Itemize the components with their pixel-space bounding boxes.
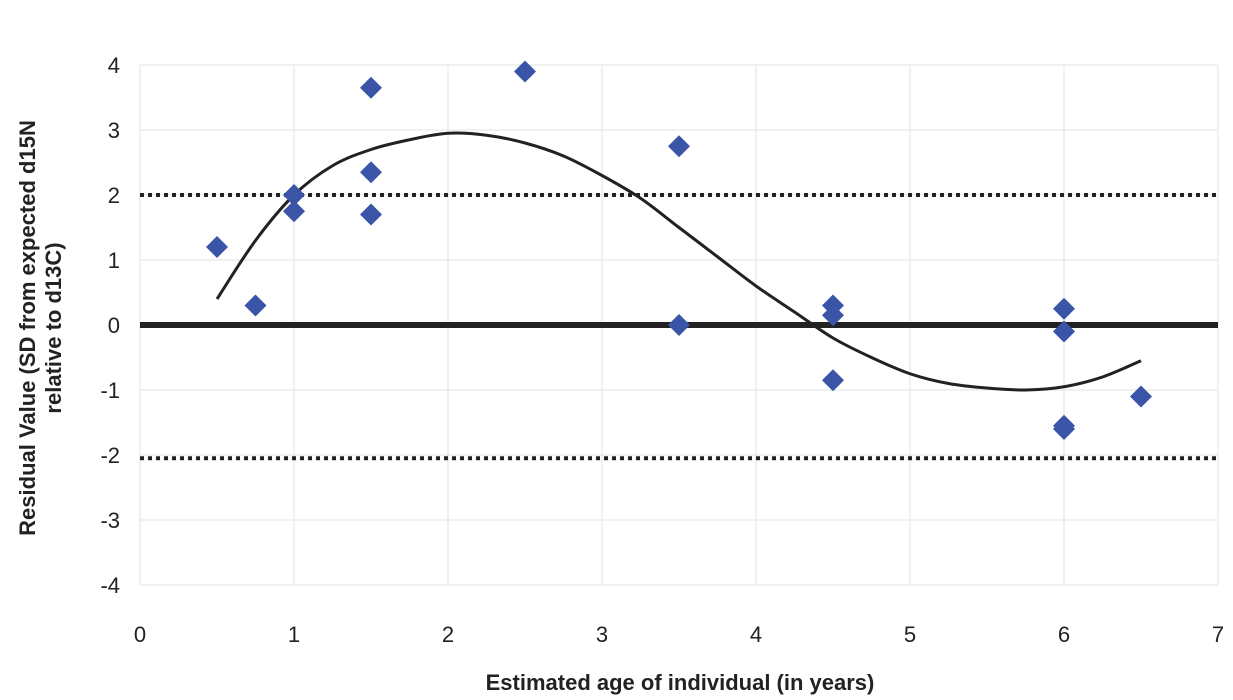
data-point-marker — [244, 294, 267, 317]
y-tick-label: -4 — [100, 573, 120, 598]
y-axis-title: Residual Value (SD from expected d15N re… — [15, 120, 66, 536]
trendline — [215, 131, 1142, 392]
data-point-marker — [822, 369, 844, 392]
y-tick-label: -3 — [100, 508, 120, 533]
data-point-marker — [360, 161, 382, 184]
y-tick-label: 0 — [108, 313, 120, 338]
data-point-marker — [1130, 385, 1152, 408]
x-tick-label: 2 — [442, 622, 454, 647]
x-axis-title: Estimated age of individual (in years) — [486, 670, 875, 695]
trendline-layer — [215, 131, 1142, 392]
data-point-marker — [668, 135, 690, 158]
y-axis-title-line-2: relative to d13C) — [41, 242, 66, 413]
data-point-marker — [1053, 297, 1075, 320]
x-tick-labels: 0 1 2 3 4 5 6 7 — [134, 622, 1224, 647]
x-tick-label: 7 — [1212, 622, 1224, 647]
y-tick-label: -2 — [100, 443, 120, 468]
y-tick-labels: -4 -3 -2 -1 0 1 2 3 4 — [100, 53, 120, 598]
data-points — [206, 60, 1152, 440]
x-tick-label: 3 — [596, 622, 608, 647]
data-point-marker — [283, 184, 305, 206]
y-tick-label: -1 — [100, 378, 120, 403]
data-point-marker — [668, 314, 690, 336]
data-point-marker — [360, 76, 382, 99]
y-axis-title-line-1: Residual Value (SD from expected d15N — [15, 120, 40, 536]
x-tick-label: 5 — [904, 622, 916, 647]
y-tick-label: 4 — [108, 53, 120, 78]
data-point-marker — [206, 236, 228, 258]
y-tick-label: 2 — [108, 183, 120, 208]
data-point-marker — [1053, 320, 1075, 343]
y-tick-label: 3 — [108, 118, 120, 143]
x-tick-label: 4 — [750, 622, 762, 647]
data-point-marker — [283, 200, 305, 223]
data-point-marker — [514, 60, 536, 83]
x-tick-label: 0 — [134, 622, 146, 647]
y-tick-label: 1 — [108, 248, 120, 273]
data-point-marker — [360, 203, 382, 226]
x-tick-label: 6 — [1058, 622, 1070, 647]
x-tick-label: 1 — [288, 622, 300, 647]
data-point-marker — [822, 304, 844, 327]
data-point-marker — [1053, 418, 1075, 440]
